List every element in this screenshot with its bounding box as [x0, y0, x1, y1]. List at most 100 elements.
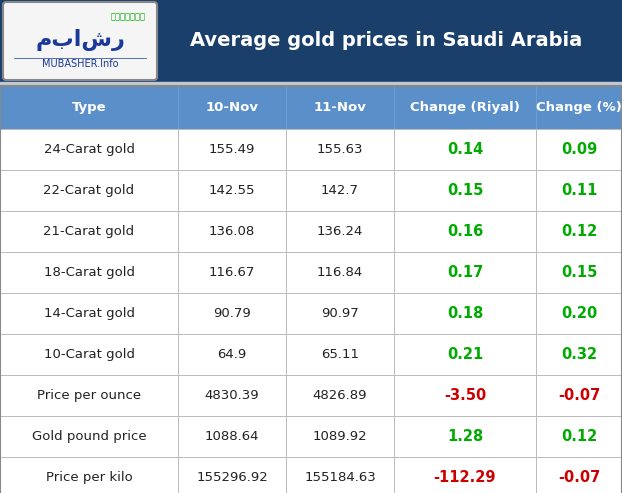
- Text: Type: Type: [72, 101, 106, 114]
- Bar: [178, 170, 286, 211]
- Bar: [178, 252, 286, 293]
- Text: 116.67: 116.67: [209, 266, 255, 279]
- Text: 1089.92: 1089.92: [313, 430, 368, 443]
- Text: -3.50: -3.50: [444, 388, 486, 403]
- Bar: [178, 457, 286, 493]
- Bar: [394, 293, 536, 334]
- Bar: [536, 86, 622, 129]
- Bar: [286, 334, 394, 375]
- Text: 10-Nov: 10-Nov: [205, 101, 259, 114]
- Text: 142.7: 142.7: [321, 184, 359, 197]
- Bar: [394, 416, 536, 457]
- Bar: [0, 416, 178, 457]
- Text: Price per ounce: Price per ounce: [37, 389, 141, 402]
- Text: 90.79: 90.79: [213, 307, 251, 320]
- Text: 155.63: 155.63: [317, 143, 363, 156]
- Text: 10-Carat gold: 10-Carat gold: [44, 348, 134, 361]
- Bar: [178, 129, 286, 170]
- Text: 0.12: 0.12: [561, 224, 597, 239]
- Text: 155184.63: 155184.63: [304, 471, 376, 484]
- Bar: [536, 375, 622, 416]
- Bar: [286, 170, 394, 211]
- Text: 155296.92: 155296.92: [196, 471, 268, 484]
- Bar: [178, 211, 286, 252]
- Bar: [394, 375, 536, 416]
- Bar: [178, 334, 286, 375]
- Bar: [286, 211, 394, 252]
- Bar: [178, 375, 286, 416]
- Bar: [286, 86, 394, 129]
- Bar: [286, 293, 394, 334]
- Text: 21-Carat gold: 21-Carat gold: [44, 225, 134, 238]
- Bar: [394, 457, 536, 493]
- Bar: [178, 86, 286, 129]
- Bar: [0, 334, 178, 375]
- Bar: [286, 252, 394, 293]
- Text: 0.09: 0.09: [561, 142, 597, 157]
- Text: 0.17: 0.17: [447, 265, 483, 280]
- Bar: [286, 375, 394, 416]
- Text: 0.32: 0.32: [561, 347, 597, 362]
- Text: 0.15: 0.15: [561, 265, 597, 280]
- Text: 0.11: 0.11: [561, 183, 597, 198]
- Bar: [394, 170, 536, 211]
- Bar: [0, 170, 178, 211]
- Bar: [536, 170, 622, 211]
- Bar: [536, 416, 622, 457]
- Text: Gold pound price: Gold pound price: [32, 430, 146, 443]
- Text: 22-Carat gold: 22-Carat gold: [44, 184, 134, 197]
- Text: 1088.64: 1088.64: [205, 430, 259, 443]
- Text: 155.49: 155.49: [209, 143, 255, 156]
- Bar: [286, 416, 394, 457]
- Bar: [0, 129, 178, 170]
- Text: 1.28: 1.28: [447, 429, 483, 444]
- Text: 0.20: 0.20: [561, 306, 597, 321]
- Text: 90.97: 90.97: [321, 307, 359, 320]
- Text: 14-Carat gold: 14-Carat gold: [44, 307, 134, 320]
- Bar: [178, 293, 286, 334]
- Bar: [394, 86, 536, 129]
- Text: 0.15: 0.15: [447, 183, 483, 198]
- Bar: [0, 211, 178, 252]
- Bar: [536, 211, 622, 252]
- Text: Change (Riyal): Change (Riyal): [410, 101, 520, 114]
- Text: 136.08: 136.08: [209, 225, 255, 238]
- Bar: [286, 457, 394, 493]
- Text: MUBASHER.Info: MUBASHER.Info: [42, 59, 118, 69]
- Bar: [286, 129, 394, 170]
- Bar: [536, 293, 622, 334]
- Text: مباشر: مباشر: [35, 29, 125, 51]
- Bar: [394, 211, 536, 252]
- Text: 65.11: 65.11: [321, 348, 359, 361]
- Text: 18-Carat gold: 18-Carat gold: [44, 266, 134, 279]
- Text: 0.12: 0.12: [561, 429, 597, 444]
- Text: Price per kilo: Price per kilo: [45, 471, 132, 484]
- Bar: [394, 334, 536, 375]
- Text: 64.9: 64.9: [217, 348, 247, 361]
- Text: -112.29: -112.29: [434, 470, 496, 485]
- Text: 4826.89: 4826.89: [313, 389, 367, 402]
- Bar: [0, 82, 622, 86]
- Bar: [0, 86, 178, 129]
- Text: 136.24: 136.24: [317, 225, 363, 238]
- Bar: [536, 334, 622, 375]
- Text: 0.18: 0.18: [447, 306, 483, 321]
- Text: 0.21: 0.21: [447, 347, 483, 362]
- Text: 24-Carat gold: 24-Carat gold: [44, 143, 134, 156]
- Bar: [536, 457, 622, 493]
- Text: 142.55: 142.55: [209, 184, 255, 197]
- Text: 0.16: 0.16: [447, 224, 483, 239]
- Bar: [536, 129, 622, 170]
- FancyBboxPatch shape: [3, 2, 157, 80]
- Text: معلومات: معلومات: [111, 12, 146, 22]
- Text: Average gold prices in Saudi Arabia: Average gold prices in Saudi Arabia: [190, 32, 582, 50]
- Text: 116.84: 116.84: [317, 266, 363, 279]
- Text: Change (%): Change (%): [536, 101, 622, 114]
- Bar: [0, 86, 622, 493]
- Bar: [0, 457, 178, 493]
- Bar: [394, 252, 536, 293]
- Text: 0.14: 0.14: [447, 142, 483, 157]
- Bar: [394, 129, 536, 170]
- Bar: [178, 416, 286, 457]
- Bar: [0, 293, 178, 334]
